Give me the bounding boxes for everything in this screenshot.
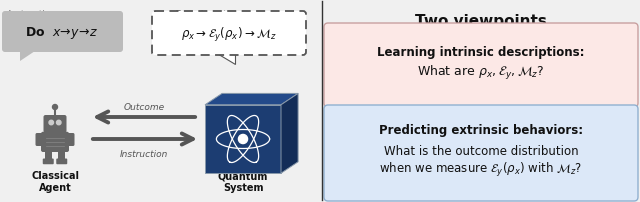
FancyBboxPatch shape [2, 12, 123, 53]
Text: Predicting extrinsic behaviors:: Predicting extrinsic behaviors: [379, 123, 583, 136]
FancyBboxPatch shape [324, 105, 638, 201]
Circle shape [56, 121, 61, 125]
Bar [205, 105, 281, 173]
FancyBboxPatch shape [65, 133, 74, 146]
Polygon shape [205, 94, 298, 105]
Text: $\rho_x \rightarrow \mathcal{E}_y(\rho_x) \rightarrow \mathcal{M}_z$: $\rho_x \rightarrow \mathcal{E}_y(\rho_x… [181, 26, 276, 44]
Text: Quantum
System: Quantum System [218, 170, 268, 192]
Polygon shape [20, 50, 38, 62]
FancyBboxPatch shape [152, 12, 306, 56]
Text: What is the outcome distribution: What is the outcome distribution [384, 145, 579, 158]
Circle shape [49, 121, 54, 125]
Text: Instruction: Instruction [8, 10, 56, 19]
Circle shape [239, 135, 248, 144]
Polygon shape [281, 94, 298, 173]
Text: Outcome: Outcome [124, 102, 164, 112]
Text: when we measure $\mathcal{E}_y(\rho_x)$ with $\mathcal{M}_z$?: when we measure $\mathcal{E}_y(\rho_x)$ … [380, 160, 582, 178]
Bar [52, 131, 58, 134]
Circle shape [52, 105, 58, 110]
FancyBboxPatch shape [41, 132, 69, 152]
Text: Experiment: Experiment [175, 10, 227, 19]
Polygon shape [215, 53, 235, 65]
FancyBboxPatch shape [324, 24, 638, 107]
Text: Learning intrinsic descriptions:: Learning intrinsic descriptions: [377, 46, 585, 59]
FancyBboxPatch shape [44, 115, 67, 133]
Text: What are $\rho_x, \mathcal{E}_y, \mathcal{M}_z$?: What are $\rho_x, \mathcal{E}_y, \mathca… [417, 64, 545, 82]
FancyBboxPatch shape [43, 159, 54, 164]
FancyBboxPatch shape [35, 133, 45, 146]
Text: $\mathbf{Do}\ \ x \!\rightarrow\! y \!\rightarrow\! z$: $\mathbf{Do}\ \ x \!\rightarrow\! y \!\r… [26, 25, 99, 41]
Bar [58, 150, 65, 161]
Text: Instruction: Instruction [120, 149, 168, 158]
Bar [45, 150, 52, 161]
Text: Classical
Agent: Classical Agent [31, 170, 79, 192]
Text: Two viewpoints: Two viewpoints [415, 14, 547, 29]
FancyBboxPatch shape [56, 159, 67, 164]
